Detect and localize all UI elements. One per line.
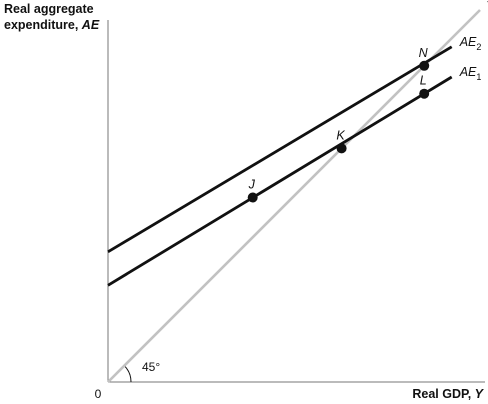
y-axis-title-line1: Real aggregate	[4, 2, 94, 16]
origin-label: 0	[95, 387, 102, 401]
series-label-y-ae: Y = AE	[486, 0, 488, 13]
angle-label: 45°	[142, 360, 160, 374]
point-label-j: J	[248, 178, 256, 192]
x-axis-title-text: Real GDP,	[412, 387, 474, 401]
series-line-ae2	[107, 45, 453, 254]
y-axis-variable: AE	[81, 18, 100, 32]
point-l	[419, 88, 430, 99]
point-label-k: K	[336, 128, 345, 142]
point-label-l: L	[420, 74, 427, 88]
point-n	[419, 60, 430, 71]
series-line-y-ae	[107, 9, 481, 383]
y-axis-title: Real aggregate expenditure, AE	[4, 2, 100, 32]
series-label-ae2: AE2	[459, 35, 482, 52]
y-axis-title-line2: expenditure,	[4, 18, 82, 32]
series-label-ae1: AE1	[459, 65, 482, 82]
x-axis-title: Real GDP, Y	[412, 387, 484, 401]
angle-arc	[123, 365, 132, 383]
point-j	[247, 192, 258, 203]
x-axis-variable: Y	[475, 387, 485, 401]
series-layer: Y = AE AE2 AE1	[107, 0, 488, 383]
series-line-ae1	[107, 75, 453, 287]
point-label-n: N	[419, 46, 429, 60]
points-layer: J K LN	[248, 46, 430, 203]
point-k	[336, 143, 347, 154]
